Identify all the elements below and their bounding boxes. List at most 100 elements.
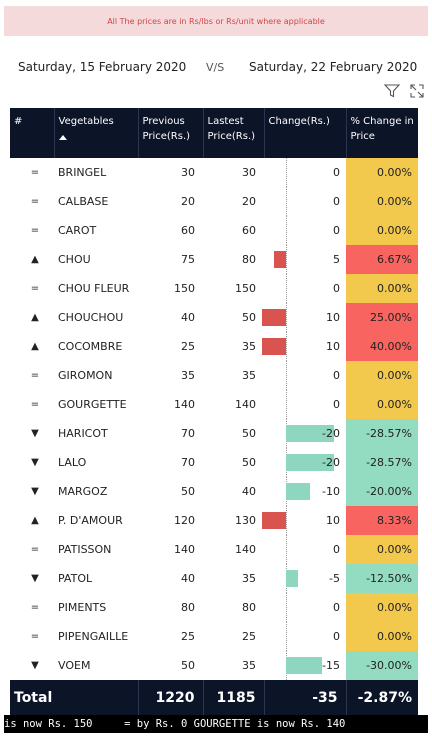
trend-indicator: = (30, 544, 40, 555)
column-header-previous-price[interactable]: Previous Price(Rs.) (138, 108, 204, 158)
previous-price: 80 (181, 601, 195, 614)
total-change: -35 (264, 680, 347, 716)
change-cell: 0 (264, 158, 346, 187)
trend-indicator: = (30, 370, 40, 381)
table-row[interactable]: ▼ LALO 70 50 -20 -28.57% (10, 448, 418, 477)
trend-indicator: ▲ (31, 254, 39, 265)
table-row[interactable]: ▲ CHOU 75 80 5 6.67% (10, 245, 418, 274)
table-row[interactable]: = PIMENTS 80 80 0 0.00% (10, 593, 418, 622)
change-cell: -10 (264, 477, 346, 506)
table-row[interactable]: = PATISSON 140 140 0 0.00% (10, 535, 418, 564)
table-row[interactable]: ▲ P. D'AMOUR 120 130 10 8.33% (10, 506, 418, 535)
trend-indicator: = (30, 399, 40, 410)
latest-price: 35 (242, 572, 256, 585)
change-zero-axis (286, 274, 287, 303)
change-cell: -20 (264, 419, 346, 448)
vegetable-name: GOURGETTE (58, 398, 127, 411)
table-row[interactable]: = CALBASE 20 20 0 0.00% (10, 187, 418, 216)
change-cell: 0 (264, 535, 346, 564)
total-latest: 1185 (203, 680, 265, 716)
percent-change: 25.00% (346, 303, 418, 332)
table-row[interactable]: = GIROMON 35 35 0 0.00% (10, 361, 418, 390)
column-header-label: Previous Price(Rs.) (142, 116, 191, 142)
percent-change: 8.33% (346, 506, 418, 535)
previous-price: 40 (181, 572, 195, 585)
latest-price: 150 (235, 282, 256, 295)
percent-change: 0.00% (346, 187, 418, 216)
previous-date: Saturday, 15 February 2020 (18, 60, 187, 74)
table-row[interactable]: = PIPENGAILLE 25 25 0 0.00% (10, 622, 418, 651)
trend-indicator: = (30, 167, 40, 178)
total-label: Total (10, 680, 139, 716)
filter-icon[interactable] (384, 84, 400, 98)
table-row[interactable]: ▼ HARICOT 70 50 -20 -28.57% (10, 419, 418, 448)
previous-price: 40 (181, 311, 195, 324)
previous-price: 35 (181, 369, 195, 382)
vegetable-name: PATOL (58, 572, 93, 585)
latest-price: 130 (235, 514, 256, 527)
change-value: 0 (333, 195, 340, 208)
previous-price: 50 (181, 659, 195, 672)
table-row[interactable]: ▲ CHOUCHOU 40 50 10 25.00% (10, 303, 418, 332)
column-header-label: % Change in Price (350, 116, 414, 142)
date-comparison: Saturday, 15 February 2020 V/S Saturday,… (0, 60, 432, 80)
latest-price: 80 (242, 601, 256, 614)
change-value: 0 (333, 224, 340, 237)
table-row[interactable]: ▼ MARGOZ 50 40 -10 -20.00% (10, 477, 418, 506)
percent-change: 0.00% (346, 593, 418, 622)
focus-mode-icon[interactable] (410, 84, 424, 98)
change-value: 0 (333, 601, 340, 614)
latest-price: 25 (242, 630, 256, 643)
table-row[interactable]: ▼ VOEM 50 35 -15 -30.00% (10, 651, 418, 680)
vegetable-name: HARICOT (58, 427, 108, 440)
latest-price: 60 (242, 224, 256, 237)
banner-text: All The prices are in Rs/lbs or Rs/unit … (107, 16, 325, 26)
change-cell: 0 (264, 593, 346, 622)
percent-change: 0.00% (346, 622, 418, 651)
table-header-row: # Vegetables Previous Price(Rs.) Lastest… (10, 108, 418, 158)
previous-price: 25 (181, 340, 195, 353)
change-zero-axis (286, 216, 287, 245)
change-value: 0 (333, 630, 340, 643)
column-header-vegetables[interactable]: Vegetables (54, 108, 139, 158)
table-row[interactable]: = CAROT 60 60 0 0.00% (10, 216, 418, 245)
column-header-percent-change[interactable]: % Change in Price (346, 108, 418, 158)
table-row[interactable]: = CHOU FLEUR 150 150 0 0.00% (10, 274, 418, 303)
column-header-label: # (14, 116, 23, 127)
change-cell: 0 (264, 216, 346, 245)
table-row[interactable]: ▼ PATOL 40 35 -5 -12.50% (10, 564, 418, 593)
total-previous: 1220 (138, 680, 204, 716)
change-value: 10 (326, 340, 340, 353)
change-cell: 10 (262, 303, 346, 332)
previous-price: 20 (181, 195, 195, 208)
latest-price: 35 (242, 659, 256, 672)
table-row[interactable]: = GOURGETTE 140 140 0 0.00% (10, 390, 418, 419)
latest-price: 50 (242, 456, 256, 469)
change-value: 0 (333, 166, 340, 179)
trend-indicator: = (30, 283, 40, 294)
latest-price: 40 (242, 485, 256, 498)
change-value: 0 (333, 398, 340, 411)
change-zero-axis (286, 622, 287, 651)
percent-change: -28.57% (346, 419, 418, 448)
percent-change: 0.00% (346, 390, 418, 419)
change-value: 10 (326, 514, 340, 527)
column-header-latest-price[interactable]: Lastest Price(Rs.) (203, 108, 265, 158)
versus-label: V/S (206, 61, 225, 74)
column-header-index[interactable]: # (10, 108, 55, 158)
vegetable-name: CHOU FLEUR (58, 282, 130, 295)
percent-change: -12.50% (346, 564, 418, 593)
change-zero-axis (286, 187, 287, 216)
latest-price: 80 (242, 253, 256, 266)
change-zero-axis (286, 506, 287, 535)
table-row[interactable]: ▲ COCOMBRE 25 35 10 40.00% (10, 332, 418, 361)
change-zero-axis (286, 535, 287, 564)
latest-date: Saturday, 22 February 2020 (249, 60, 418, 74)
percent-change: 0.00% (346, 216, 418, 245)
percent-change: 40.00% (346, 332, 418, 361)
table-row[interactable]: = BRINGEL 30 30 0 0.00% (10, 158, 418, 187)
column-header-change[interactable]: Change(Rs.) (264, 108, 347, 158)
latest-price: 30 (242, 166, 256, 179)
previous-price: 50 (181, 485, 195, 498)
vegetable-name: GIROMON (58, 369, 113, 382)
